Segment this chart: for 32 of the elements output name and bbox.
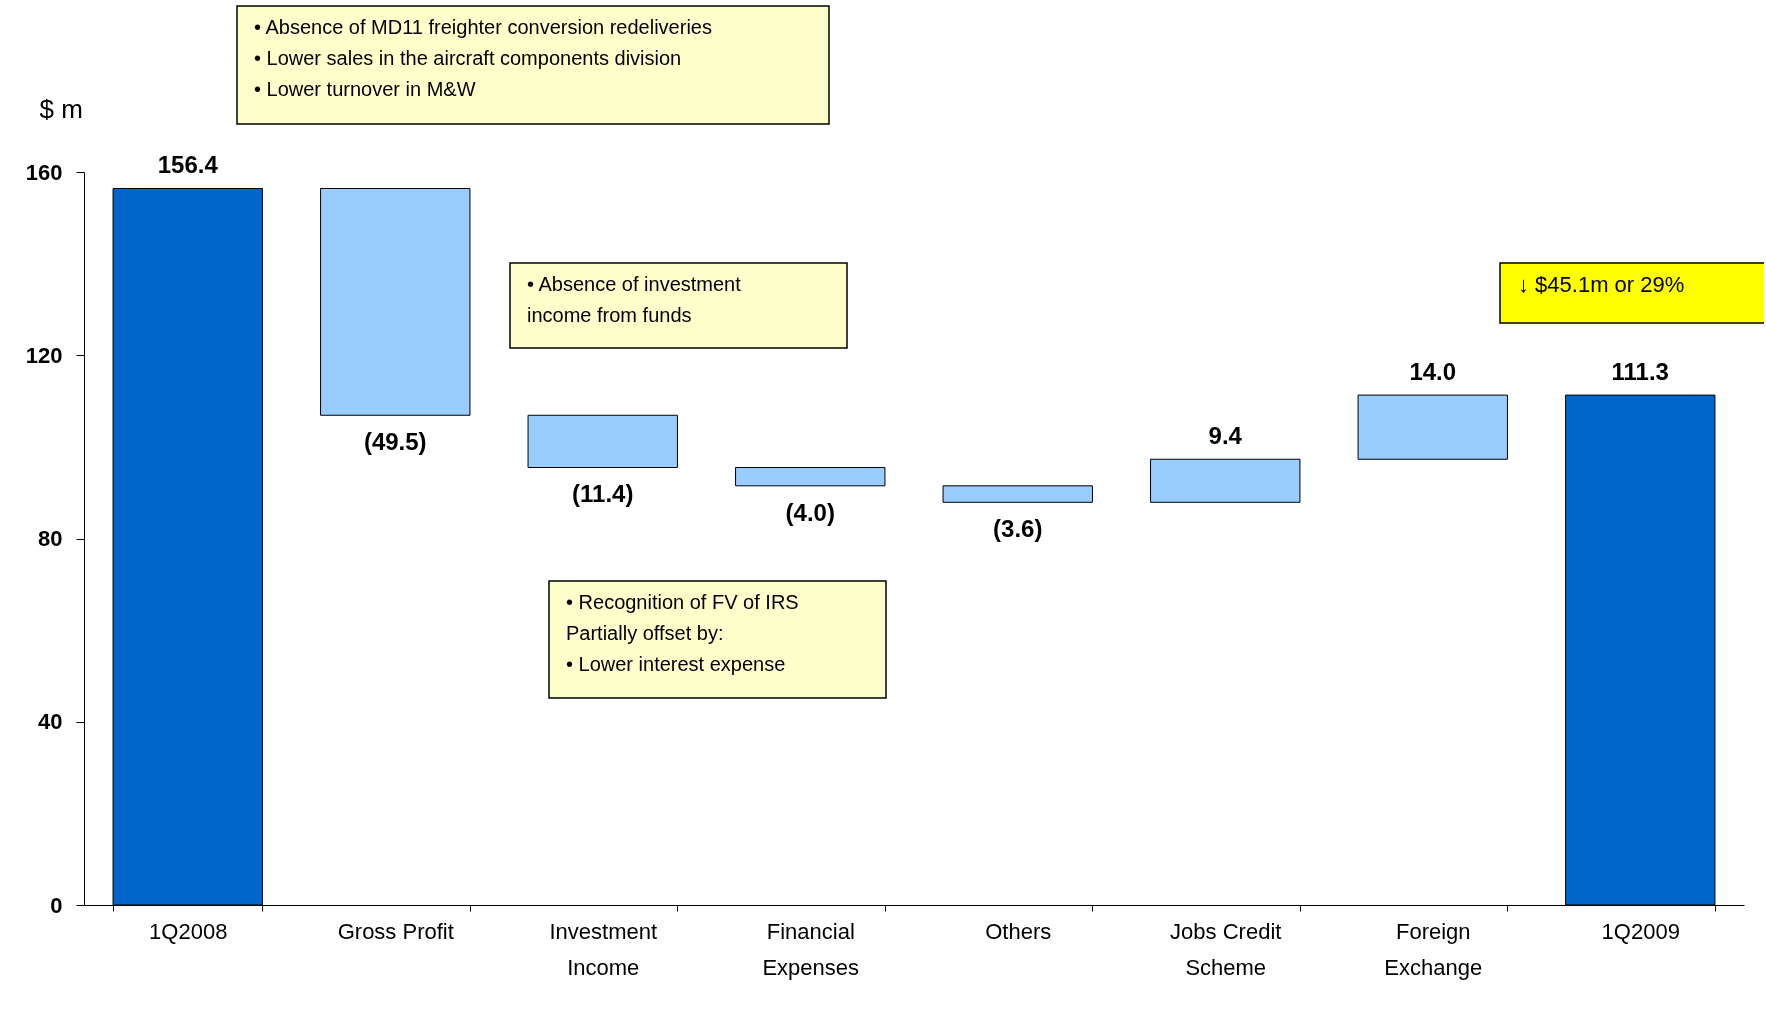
data-label: (49.5) xyxy=(363,428,427,456)
x-tick-label: Gross Profit xyxy=(337,918,454,944)
data-label: (3.6) xyxy=(993,515,1043,543)
x-tick-label: Foreign Exchange xyxy=(1384,918,1483,980)
bar xyxy=(1150,458,1301,503)
x-tick-label: 1Q2009 xyxy=(1601,918,1680,944)
data-label: 9.4 xyxy=(1208,422,1243,450)
x-tick-label: Investment Income xyxy=(549,918,658,980)
bar xyxy=(735,466,886,487)
text: • Absence of MD11 freighter conversion redeliveries • Lower sales in the aircraft components division • Lower turnover in M&W xyxy=(254,16,712,100)
data-label: (4.0) xyxy=(785,498,835,526)
y-tick-label: 160 xyxy=(25,159,63,185)
y-tick-label: 0 xyxy=(50,892,63,918)
x-tick-label: 1Q2008 xyxy=(149,918,228,944)
y-tick-label: 80 xyxy=(38,526,63,551)
x-tick-label: Financial Expenses xyxy=(762,918,860,980)
annotation: • Absence of investment income from funds xyxy=(527,273,742,326)
bar xyxy=(942,485,1093,503)
data-label: (11.4) xyxy=(572,480,634,508)
y-tick-label: 120 xyxy=(25,342,63,368)
x-tick-label: Others xyxy=(985,918,1052,944)
y-axis-title: $ m xyxy=(39,93,83,124)
bar xyxy=(1357,394,1508,460)
data-label: 156.4 xyxy=(157,151,219,179)
annotation: ↓ $45.1m or 29% xyxy=(1518,272,1685,297)
data-label: 111.3 xyxy=(1611,358,1669,386)
annotation: • Recognition of FV of IRS Partially offset by: • Lower interest expense xyxy=(566,591,799,675)
bar xyxy=(320,187,471,416)
y-tick-label: 40 xyxy=(38,709,63,735)
bar xyxy=(527,414,678,468)
x-tick-label: Jobs Credit Scheme xyxy=(1170,918,1282,980)
data-label: 14.0 xyxy=(1409,358,1457,386)
